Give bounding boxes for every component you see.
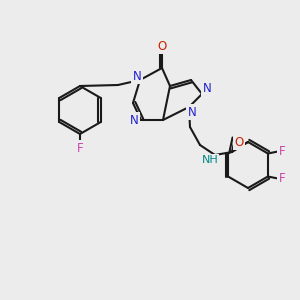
Text: N: N: [188, 106, 196, 118]
Text: O: O: [158, 40, 166, 52]
Text: N: N: [133, 70, 141, 83]
Text: NH: NH: [202, 155, 218, 165]
Text: N: N: [202, 82, 211, 95]
Text: F: F: [279, 172, 285, 185]
Text: F: F: [279, 145, 285, 158]
Text: F: F: [77, 142, 83, 154]
Text: O: O: [234, 136, 244, 148]
Text: N: N: [130, 113, 138, 127]
